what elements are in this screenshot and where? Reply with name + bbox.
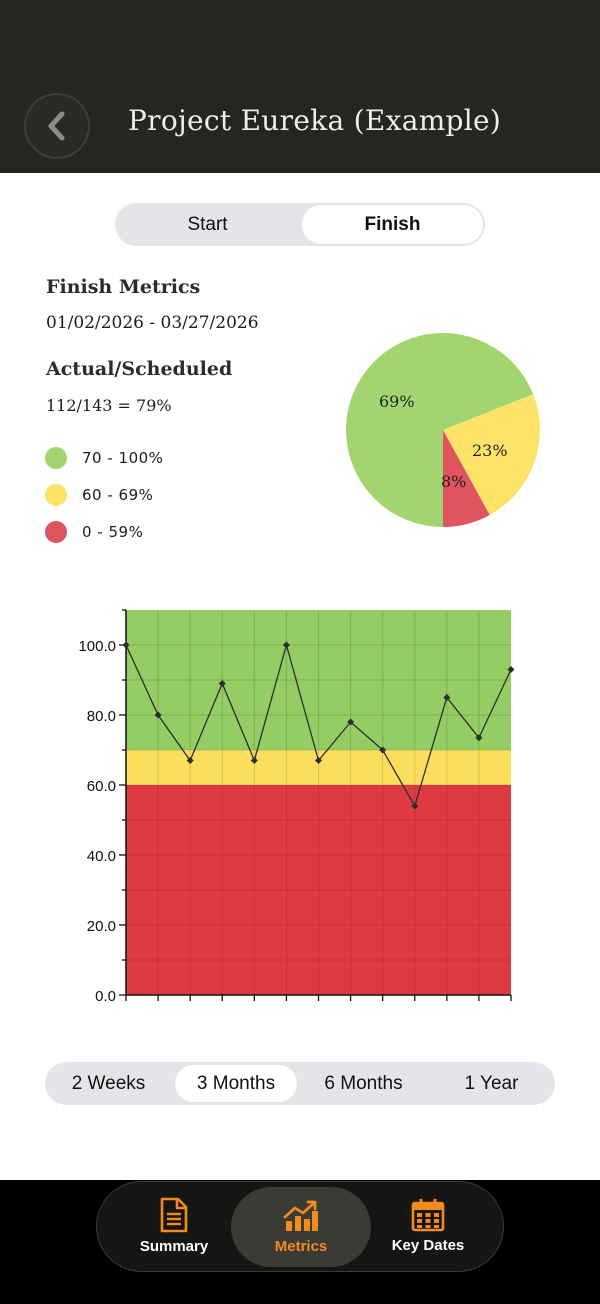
document-icon [160, 1197, 188, 1233]
tab-label-metrics: Metrics [274, 1238, 328, 1255]
legend-dot-yellow [45, 484, 67, 506]
data-point [411, 802, 419, 810]
line-chart-svg: 0.0 20.0 40.0 60.0 80.0 100.0 [78, 609, 515, 1005]
data-point [379, 746, 387, 754]
y-tick-label: 0.0 [95, 988, 116, 1005]
page-title: Project Eureka (Example) [128, 104, 502, 137]
pie-slice-red [443, 430, 490, 527]
legend-item-medium: 60 - 69% [45, 484, 153, 506]
pie-label-yellow: 23% [472, 441, 508, 460]
chart-grid [126, 610, 511, 995]
y-tick-label: 100.0 [78, 638, 116, 655]
y-tick-label: 60.0 [87, 778, 116, 795]
pie-label-red: 8% [441, 472, 467, 491]
tab-label-key-dates: Key Dates [391, 1237, 465, 1254]
back-button[interactable] [24, 93, 90, 159]
pie-label-green: 69% [379, 392, 415, 411]
metrics-date-range: 01/02/2026 - 03/27/2026 [46, 313, 259, 333]
data-point [218, 680, 226, 687]
tab-summary[interactable]: Summary [119, 1182, 229, 1270]
tab-label-summary: Summary [139, 1238, 209, 1255]
legend-item-high: 70 - 100% [45, 447, 163, 469]
y-tick-label: 80.0 [87, 708, 116, 725]
legend-item-low: 0 - 59% [45, 521, 143, 543]
header-bar: Project Eureka (Example) [0, 0, 600, 173]
chart-trend-icon [283, 1200, 318, 1231]
finish-option[interactable]: Finish [302, 205, 483, 244]
start-finish-toggle: Start Finish [115, 203, 485, 246]
legend-dot-red [45, 521, 67, 543]
calendar-icon [411, 1199, 445, 1232]
ratio-value: 112/143 = 79% [46, 396, 172, 415]
time-range-toggle: 2 Weeks 3 Months 6 Months 1 Year [45, 1062, 555, 1105]
pie-slice-green [346, 333, 534, 527]
data-point [347, 718, 355, 726]
y-tick-label: 20.0 [87, 918, 116, 935]
metrics-heading: Finish Metrics [46, 276, 201, 298]
tab-key-dates[interactable]: Key Dates [373, 1182, 483, 1270]
range-option-6-months[interactable]: 6 Months [324, 1072, 403, 1094]
legend-label: 0 - 59% [82, 523, 144, 541]
range-option-2-weeks[interactable]: 2 Weeks [71, 1072, 146, 1094]
legend-dot-green [45, 447, 67, 469]
legend-label: 70 - 100% [82, 449, 164, 467]
band-yellow [126, 750, 511, 785]
data-point [250, 757, 258, 764]
pie-chart: 69% 23% 8% [345, 332, 541, 528]
chevron-left-icon [48, 111, 65, 141]
tab-metrics[interactable]: Metrics [231, 1187, 371, 1267]
data-point [122, 641, 130, 649]
line-chart: 0.0 20.0 40.0 60.0 80.0 100.0 [60, 600, 520, 1010]
range-option-3-months[interactable]: 3 Months [175, 1065, 297, 1102]
pie-chart-svg [346, 333, 540, 527]
start-option[interactable]: Start [187, 213, 228, 235]
ratio-heading: Actual/Scheduled [46, 358, 233, 380]
legend-label: 60 - 69% [82, 486, 154, 504]
pie-slice-yellow [443, 394, 540, 516]
data-point [507, 666, 515, 673]
range-option-1-year[interactable]: 1 Year [464, 1072, 519, 1094]
y-tick-label: 40.0 [87, 848, 116, 865]
band-green [126, 610, 511, 750]
data-point [475, 734, 483, 742]
data-point [315, 757, 322, 764]
data-point [443, 694, 451, 701]
data-point [154, 711, 162, 719]
data-point [282, 641, 290, 649]
band-red [126, 785, 511, 995]
data-point [186, 757, 194, 764]
tab-bar: Summary Metrics Key Dates [96, 1181, 504, 1272]
